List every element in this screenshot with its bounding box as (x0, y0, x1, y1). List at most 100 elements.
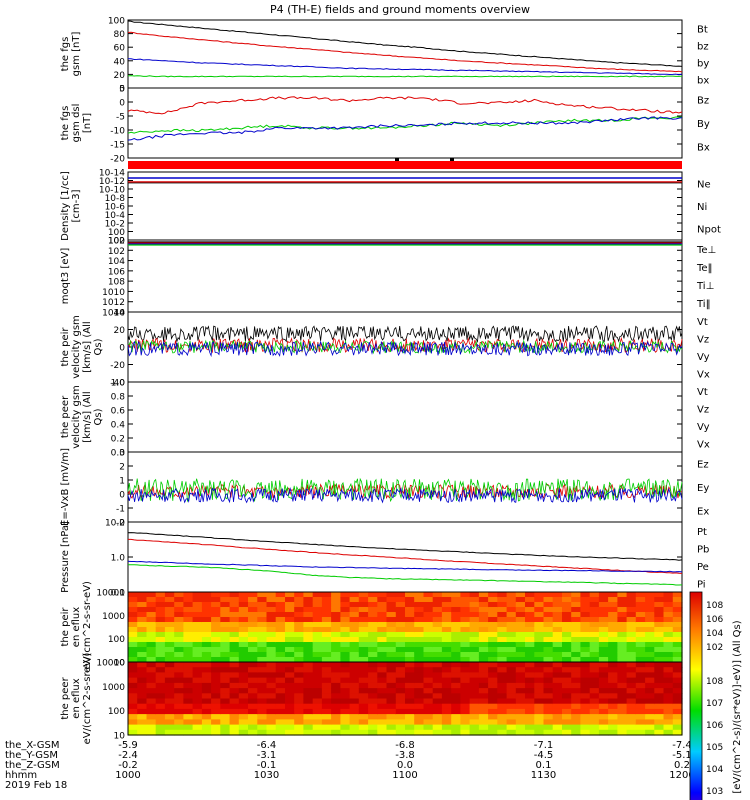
panel-11-cell (617, 662, 628, 668)
panel-11-cell (589, 698, 600, 705)
panel-10-cell (312, 627, 323, 633)
panel-11-cell (192, 667, 203, 673)
panel-10-cell (312, 642, 323, 648)
panel-11-cell (635, 662, 646, 668)
panel-10-cell (589, 642, 600, 648)
panel-10-cell (543, 642, 554, 648)
panel-10-cell (146, 642, 157, 648)
panel-11-cell (358, 708, 369, 715)
panel-10-cell (340, 642, 351, 648)
panel-11-cell (515, 693, 526, 700)
panel-10-cell (562, 632, 572, 638)
panel-11-cell (395, 682, 406, 689)
panel-11-cell (146, 703, 157, 710)
panel-10-cell (543, 597, 554, 603)
panel-11-cell (663, 667, 674, 673)
panel-10-cell (525, 632, 535, 638)
panel-10-cell (497, 592, 508, 598)
panel-11-cell (285, 714, 295, 720)
panel-11-cell (229, 714, 240, 720)
x-axis-value: -7.1 (534, 740, 554, 751)
panel-11-cell (266, 682, 277, 689)
colorbar-tick-lower: 104 (706, 765, 723, 775)
panel-7-tick-label: 0.4 (111, 421, 126, 431)
panel-11-cell (285, 688, 295, 694)
panel-10-cell (571, 607, 581, 613)
panel-11-cell (174, 682, 184, 689)
panel-11-cell (432, 667, 443, 673)
panel-10-cell (340, 637, 351, 643)
panel-11-cell (321, 729, 332, 736)
panel-10-cell (349, 622, 360, 628)
panel-10-cell (441, 602, 452, 608)
panel-10-cell (488, 632, 498, 638)
panel-10-cell (525, 592, 535, 598)
panel-1-tick-label: 20 (114, 71, 126, 81)
panel-10-cell (525, 622, 535, 628)
panel-11-cell (469, 719, 480, 726)
panel-11-cell (515, 708, 526, 715)
panel-10-cell (598, 612, 609, 618)
panel-11-cell (368, 714, 378, 720)
panel-11-cell (441, 693, 452, 700)
panel-2-tick-label: -10 (110, 127, 125, 137)
panel-10-cell (423, 607, 434, 613)
panel-10-cell (349, 607, 360, 613)
panel-10-cell (266, 622, 277, 628)
panel-11-cell (552, 703, 563, 710)
panel-11-cell (340, 693, 351, 700)
panel-10-cell (211, 632, 221, 638)
panel-10-cell (451, 627, 461, 633)
panel-11-cell (589, 708, 600, 715)
panel-10-cell (340, 607, 351, 613)
panel-10-cell (515, 617, 526, 623)
panel-11-cell (460, 729, 471, 736)
panel-11-cell (312, 719, 323, 726)
panel-10-cell (128, 642, 138, 648)
panel-11-cell (543, 703, 554, 710)
panel-11-cell (617, 703, 628, 710)
panel-10-cell (654, 632, 665, 638)
panel-11-cell (238, 708, 249, 715)
panel-5-legend-te‖: Te‖ (696, 263, 713, 274)
panel-11-cell (571, 698, 581, 705)
panel-10-cell (183, 647, 194, 653)
panel-10-cell (635, 602, 646, 608)
panel-10-cell (275, 642, 286, 648)
panel-11-cell (183, 698, 194, 705)
panel-11-cell (155, 708, 166, 715)
panel-10-cell (432, 637, 443, 643)
panel-11-cell (635, 677, 646, 684)
panel-11-cell (580, 708, 591, 715)
panel-10-cell (451, 647, 461, 653)
panel-10-cell (192, 642, 203, 648)
panel-10-cell (192, 622, 203, 628)
panel-10-cell (192, 592, 203, 598)
panel-10-cell (395, 657, 406, 663)
panel-11-cell (238, 719, 249, 726)
panel-10-cell (395, 597, 406, 603)
panel-11-cell (663, 698, 674, 705)
panel-11-cell (229, 698, 240, 705)
panel-11-cell (663, 719, 674, 726)
panel-11-cell (589, 714, 600, 720)
panel-11-tick-label: 100 (108, 707, 125, 717)
panel-11-cell (608, 688, 618, 694)
panel-10-cell (275, 607, 286, 613)
panel-10-cell (488, 627, 498, 633)
panel-10-cell (608, 632, 618, 638)
panel-10-cell (525, 602, 535, 608)
panel-11-cell (543, 693, 554, 700)
panel-4-tick-label: 10-2 (105, 220, 125, 230)
panel-11-cell (405, 729, 415, 736)
panel-10-cell (515, 637, 526, 643)
panel-10-cell (672, 627, 683, 633)
panel-11-cell (285, 724, 295, 731)
panel-10-cell (515, 597, 526, 603)
y-axis-label-line: moqt3 [eV] (60, 248, 71, 305)
panel-11-cell (552, 714, 563, 720)
panel-10-cell (238, 612, 249, 618)
panel-10-cell (174, 647, 184, 653)
panel-10-cell (525, 652, 535, 658)
panel-10-cell (294, 647, 304, 653)
